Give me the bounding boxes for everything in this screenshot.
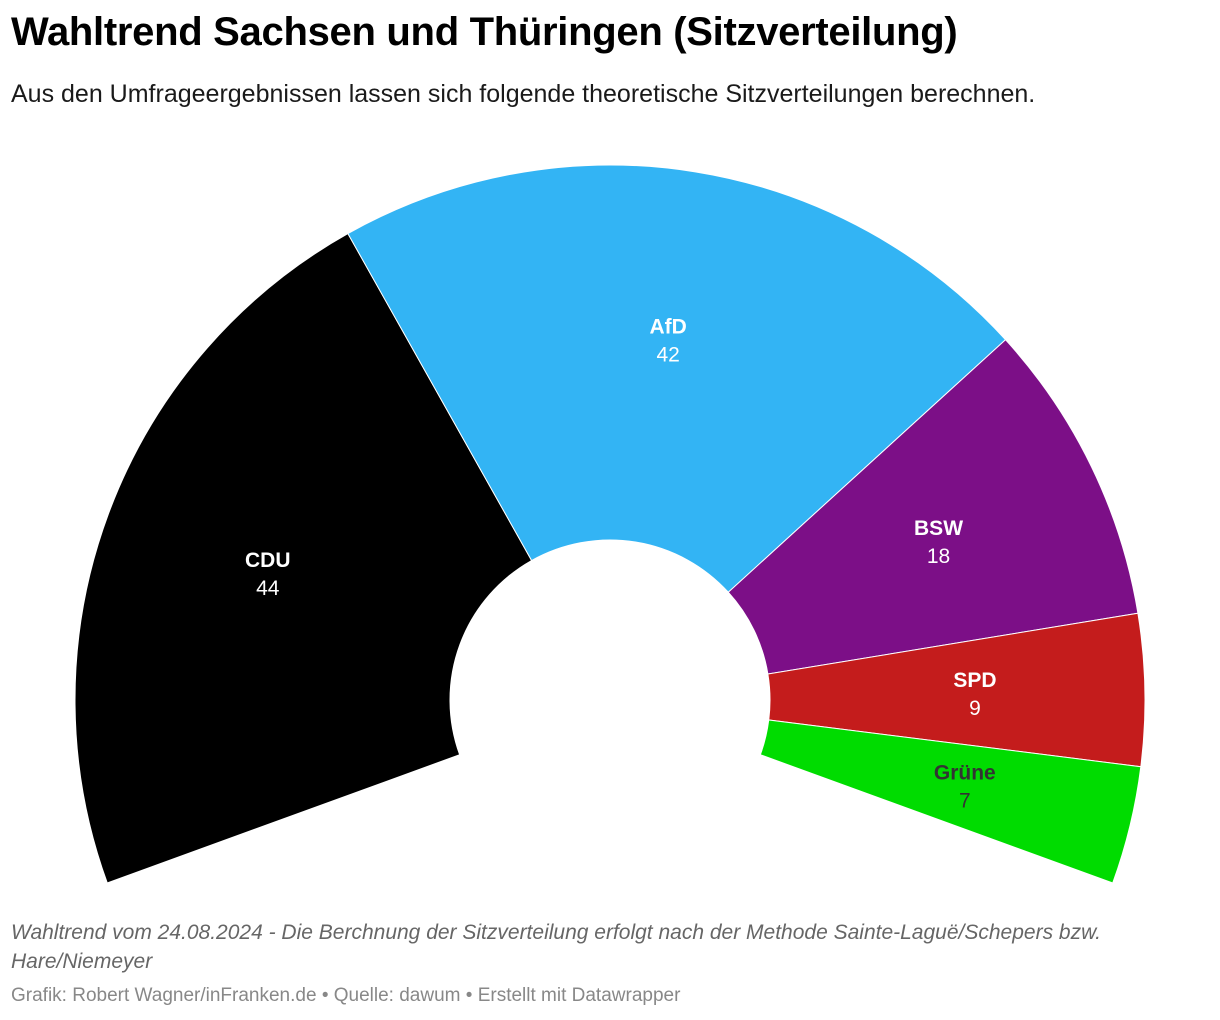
segment-label: Grüne	[934, 762, 996, 785]
segment-cdu	[74, 232, 533, 884]
segment-label: AfD	[649, 316, 686, 339]
segment-label: CDU	[245, 549, 291, 572]
segment-gr-ne	[759, 719, 1142, 884]
segment-label: SPD	[953, 669, 996, 692]
chart-notes: Wahltrend vom 24.08.2024 - Die Berchnung…	[11, 921, 1101, 973]
segment-value: 44	[256, 577, 280, 600]
chart-title: Wahltrend Sachsen und Thüringen (Sitzver…	[11, 10, 958, 54]
segment-value: 18	[927, 545, 950, 568]
chart-segments	[74, 164, 1146, 884]
segment-bsw	[727, 339, 1139, 675]
segment-value: 42	[656, 344, 679, 367]
segment-label: BSW	[914, 517, 963, 540]
segment-value: 7	[959, 790, 971, 813]
chart-labels: CDU 44 AfD 42 BSW 18 SPD 9 Grüne 7	[245, 316, 997, 813]
chart-footer: Grafik: Robert Wagner/inFranken.de • Que…	[11, 985, 681, 1006]
segment-afd	[347, 164, 1007, 593]
segment-value: 9	[969, 697, 981, 720]
chart-subtitle: Aus den Umfrageergebnissen lassen sich f…	[11, 80, 1036, 108]
